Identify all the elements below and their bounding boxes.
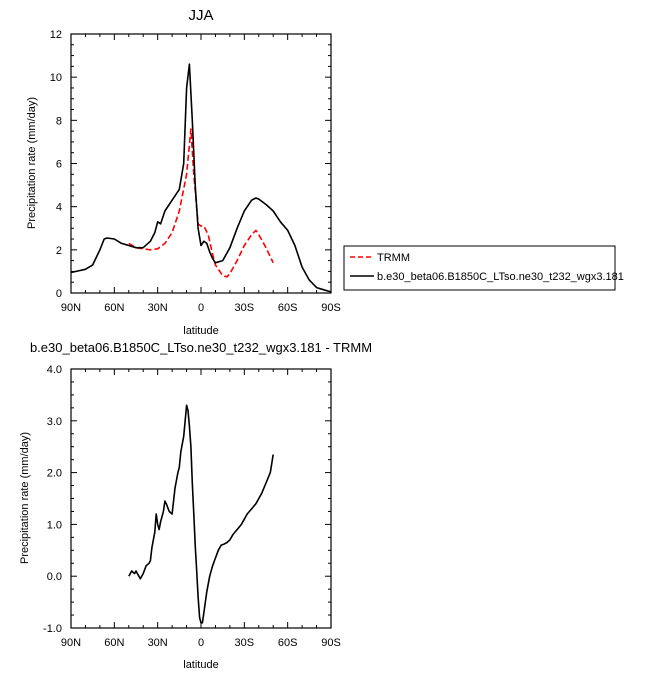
top-x-axis-label: latitude <box>183 325 218 337</box>
top-y-tick-label: 10 <box>50 72 62 84</box>
bottom-x-tick-label: 30S <box>235 637 255 649</box>
top-y-axis-label: Precipitation rate (mm/day) <box>26 97 38 229</box>
top-y-tick-label: 8 <box>56 115 62 127</box>
legend: TRMM b.e30_beta06.B1850C_LTso.ne30_t232_… <box>343 245 624 291</box>
top-tick-group: 90N 60N 30N 0 30S 60S 90S 0 2 4 6 8 10 12 <box>50 29 341 314</box>
legend-box <box>343 245 616 291</box>
bottom-y-tick-label: 1.0 <box>47 519 62 531</box>
top-x-tick-label: 0 <box>198 302 204 314</box>
bottom-series-line-0 <box>128 404 274 624</box>
top-series-line-1 <box>70 63 332 293</box>
top-y-tick-label: 2 <box>56 245 62 257</box>
legend-label-model: b.e30_beta06.B1850C_LTso.ne30_t232_wgx3.… <box>377 271 624 283</box>
top-chart-title: JJA <box>188 7 213 24</box>
top-y-tick-label: 0 <box>56 288 62 300</box>
bottom-y-tick-label: -1.0 <box>43 623 62 635</box>
top-series-line-0 <box>128 128 274 278</box>
bottom-panel: b.e30_beta06.B1850C_LTso.ne30_t232_wgx3.… <box>19 340 372 671</box>
bottom-tick-group: 90N 60N 30N 0 30S 60S 90S -1.0 0.0 1.0 2.0 3.0 4.0 <box>43 364 341 649</box>
bottom-x-tick-label: 0 <box>198 637 204 649</box>
top-y-tick-label: 6 <box>56 159 62 171</box>
bottom-chart-title: b.e30_beta06.B1850C_LTso.ne30_t232_wgx3.… <box>30 340 372 355</box>
top-x-tick-label: 90S <box>321 302 341 314</box>
top-x-tick-label: 90N <box>61 302 81 314</box>
legend-label-trmm: TRMM <box>377 252 410 264</box>
bottom-x-tick-label: 90N <box>61 637 81 649</box>
top-x-tick-label: 30S <box>235 302 255 314</box>
bottom-x-tick-label: 60N <box>104 637 124 649</box>
bottom-y-axis-label: Precipitation rate (mm/day) <box>19 432 31 564</box>
top-y-tick-label: 4 <box>56 202 62 214</box>
bottom-y-tick-label: 4.0 <box>47 364 62 376</box>
top-plot-frame <box>70 33 332 294</box>
bottom-y-tick-label: 3.0 <box>47 416 62 428</box>
bottom-y-tick-label: 2.0 <box>47 468 62 480</box>
bottom-plot-frame <box>70 368 332 629</box>
top-series-group <box>70 63 332 293</box>
top-panel: JJA 90N 60N 30N 0 30S 60S 90S 0 2 4 6 8 10 12 Precipi… <box>26 7 341 337</box>
bottom-series-group <box>128 404 274 624</box>
top-x-tick-label: 60N <box>104 302 124 314</box>
top-x-tick-label: 60S <box>278 302 298 314</box>
bottom-y-tick-label: 0.0 <box>47 571 62 583</box>
bottom-x-tick-label: 60S <box>278 637 298 649</box>
bottom-x-axis-label: latitude <box>183 659 218 671</box>
top-x-tick-label: 30N <box>148 302 168 314</box>
bottom-x-tick-label: 30N <box>148 637 168 649</box>
bottom-x-tick-label: 90S <box>321 637 341 649</box>
top-y-tick-label: 12 <box>50 29 62 41</box>
